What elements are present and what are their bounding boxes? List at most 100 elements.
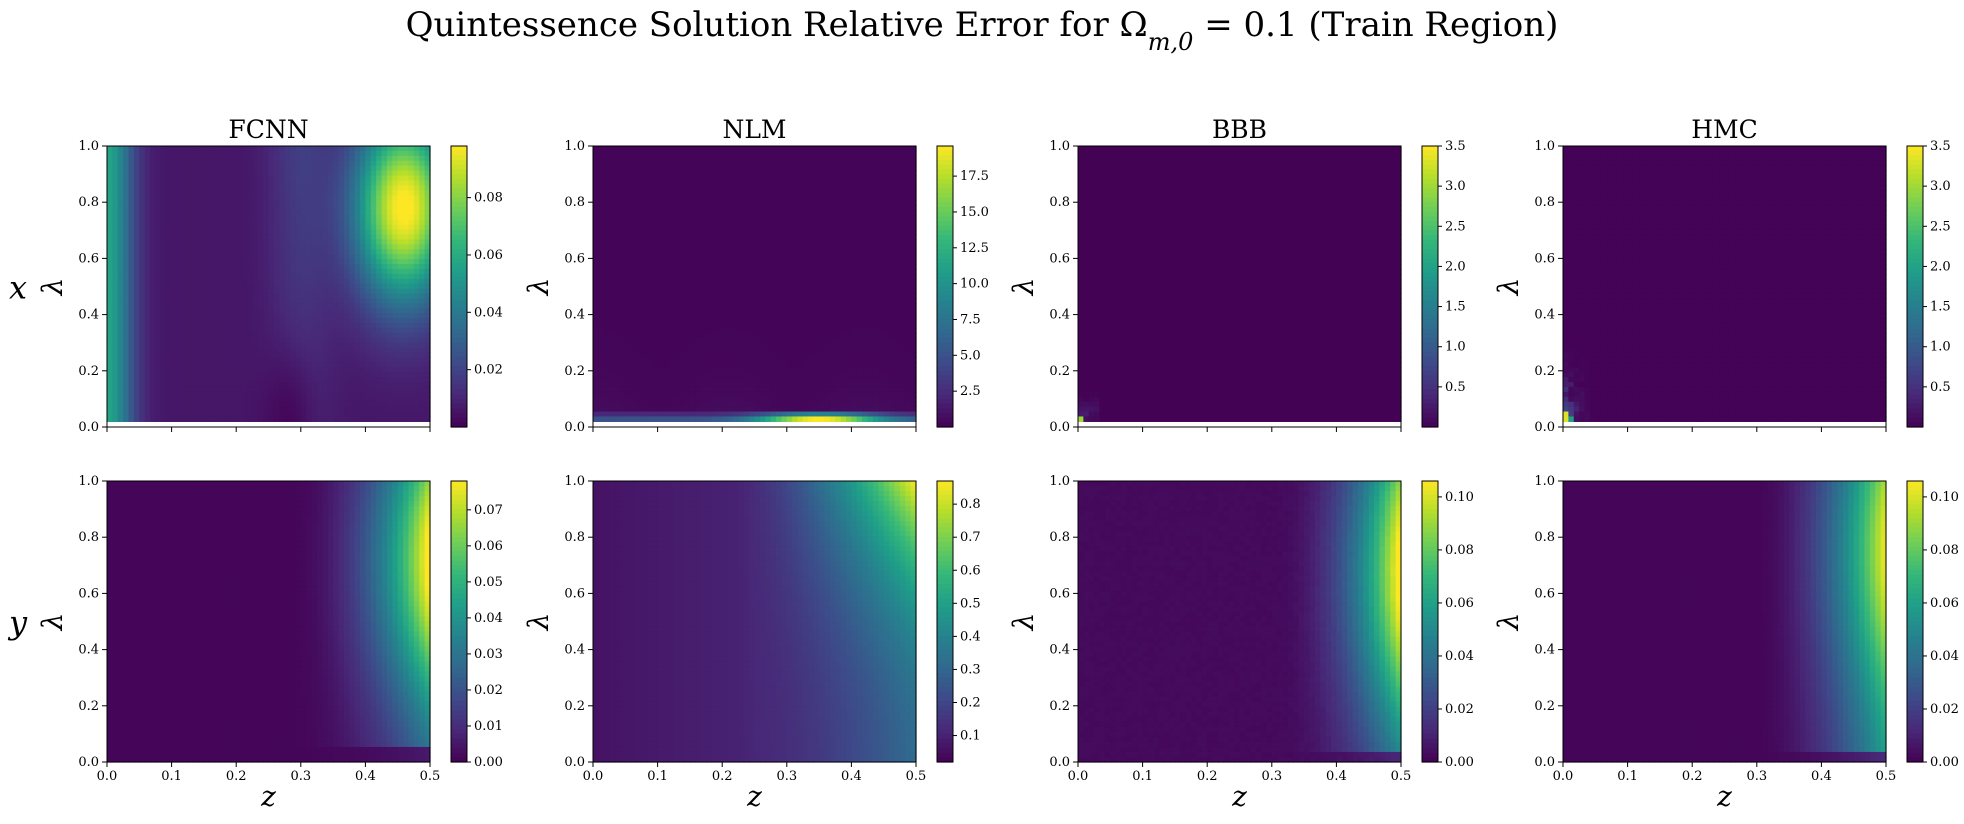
heatmap-cell bbox=[279, 254, 285, 260]
heatmap-cell bbox=[857, 180, 863, 186]
heatmap-cell bbox=[155, 205, 161, 211]
heatmap-cell bbox=[382, 279, 388, 285]
heatmap-cell bbox=[252, 323, 258, 329]
heatmap-cell bbox=[150, 328, 156, 334]
heatmap-cell bbox=[134, 392, 140, 398]
heatmap-cell bbox=[182, 195, 188, 201]
heatmap-cell bbox=[398, 328, 404, 334]
heatmap-cell bbox=[658, 200, 664, 206]
heatmap-cell bbox=[290, 230, 296, 236]
heatmap-cell bbox=[145, 353, 151, 359]
heatmap-cell bbox=[641, 235, 647, 241]
heatmap-cell bbox=[398, 343, 404, 349]
colorbar-segment bbox=[451, 179, 467, 184]
heatmap-cell bbox=[631, 156, 637, 162]
heatmap-cell bbox=[593, 249, 599, 255]
heatmap-cell bbox=[139, 333, 145, 339]
heatmap-cell bbox=[387, 220, 393, 226]
heatmap-cell bbox=[803, 235, 809, 241]
heatmap-cell bbox=[242, 279, 248, 285]
heatmap-cell bbox=[398, 166, 404, 172]
heatmap-cell bbox=[220, 362, 226, 368]
heatmap-cell bbox=[862, 264, 868, 270]
heatmap-cell bbox=[344, 402, 350, 408]
heatmap-cell bbox=[279, 190, 285, 196]
heatmap-cell bbox=[225, 249, 231, 255]
heatmap-cell bbox=[695, 156, 701, 162]
heatmap-cell bbox=[733, 185, 739, 191]
heatmap-cell bbox=[328, 377, 334, 383]
heatmap-cell bbox=[403, 151, 409, 157]
heatmap-cell bbox=[387, 308, 393, 314]
heatmap-cell bbox=[408, 412, 414, 418]
heatmap-cell bbox=[263, 313, 269, 319]
heatmap-cell bbox=[269, 387, 275, 393]
heatmap-cell bbox=[225, 171, 231, 177]
heatmap-cell bbox=[204, 308, 210, 314]
heatmap-cell bbox=[247, 205, 253, 211]
heatmap-cell bbox=[398, 289, 404, 295]
heatmap-cell bbox=[419, 230, 425, 236]
heatmap-cell bbox=[322, 190, 328, 196]
heatmap-cell bbox=[382, 200, 388, 206]
heatmap-cell bbox=[220, 215, 226, 221]
heatmap-cell bbox=[295, 176, 301, 182]
heatmap-cell bbox=[814, 235, 820, 241]
heatmap-cell bbox=[344, 397, 350, 403]
heatmap-cell bbox=[771, 151, 777, 157]
heatmap-cell bbox=[295, 416, 301, 422]
heatmap-cell bbox=[204, 279, 210, 285]
heatmap-cell bbox=[905, 156, 911, 162]
heatmap-cell bbox=[172, 269, 178, 275]
heatmap-cell bbox=[107, 171, 113, 177]
heatmap-cell bbox=[269, 333, 275, 339]
heatmap-cell bbox=[355, 338, 361, 344]
heatmap-cell bbox=[824, 146, 830, 152]
heatmap-cell bbox=[851, 146, 857, 152]
heatmap-cell bbox=[242, 269, 248, 275]
heatmap-cell bbox=[803, 249, 809, 255]
heatmap-cell bbox=[674, 166, 680, 172]
heatmap-cell bbox=[301, 269, 307, 275]
heatmap-cell bbox=[658, 259, 664, 265]
heatmap-cell bbox=[733, 254, 739, 260]
heatmap-cell bbox=[808, 151, 814, 157]
heatmap-cell bbox=[231, 185, 237, 191]
heatmap-cell bbox=[322, 289, 328, 295]
colorbar-segment bbox=[451, 361, 467, 366]
heatmap-cell bbox=[155, 294, 161, 300]
heatmap-cell bbox=[150, 362, 156, 368]
heatmap-cell bbox=[722, 166, 728, 172]
heatmap-cell bbox=[625, 239, 631, 245]
heatmap-cell bbox=[873, 190, 879, 196]
heatmap-cell bbox=[668, 249, 674, 255]
heatmap-cell bbox=[835, 259, 841, 265]
heatmap-cell bbox=[598, 235, 604, 241]
heatmap-cell bbox=[900, 230, 906, 236]
heatmap-cell bbox=[155, 249, 161, 255]
heatmap-cell bbox=[112, 333, 118, 339]
heatmap-cell bbox=[636, 205, 642, 211]
heatmap-cell bbox=[414, 416, 420, 422]
heatmap-cell bbox=[112, 225, 118, 231]
heatmap-cell bbox=[798, 264, 804, 270]
heatmap-cell bbox=[360, 407, 366, 413]
heatmap-cell bbox=[419, 244, 425, 250]
heatmap-cell bbox=[199, 161, 205, 167]
heatmap-cell bbox=[322, 372, 328, 378]
heatmap-cell bbox=[382, 190, 388, 196]
heatmap-cell bbox=[263, 264, 269, 270]
heatmap-cell bbox=[711, 239, 717, 245]
heatmap-cell bbox=[663, 230, 669, 236]
heatmap-cell bbox=[658, 244, 664, 250]
heatmap-cell bbox=[139, 412, 145, 418]
heatmap-cell bbox=[717, 249, 723, 255]
heatmap-cell bbox=[188, 392, 194, 398]
colorbar-segment bbox=[451, 240, 467, 245]
heatmap-cell bbox=[123, 244, 129, 250]
heatmap-cell bbox=[798, 151, 804, 157]
heatmap-cell bbox=[129, 185, 135, 191]
heatmap-cell bbox=[312, 382, 318, 388]
heatmap-cell bbox=[685, 205, 691, 211]
heatmap-cell bbox=[166, 225, 172, 231]
